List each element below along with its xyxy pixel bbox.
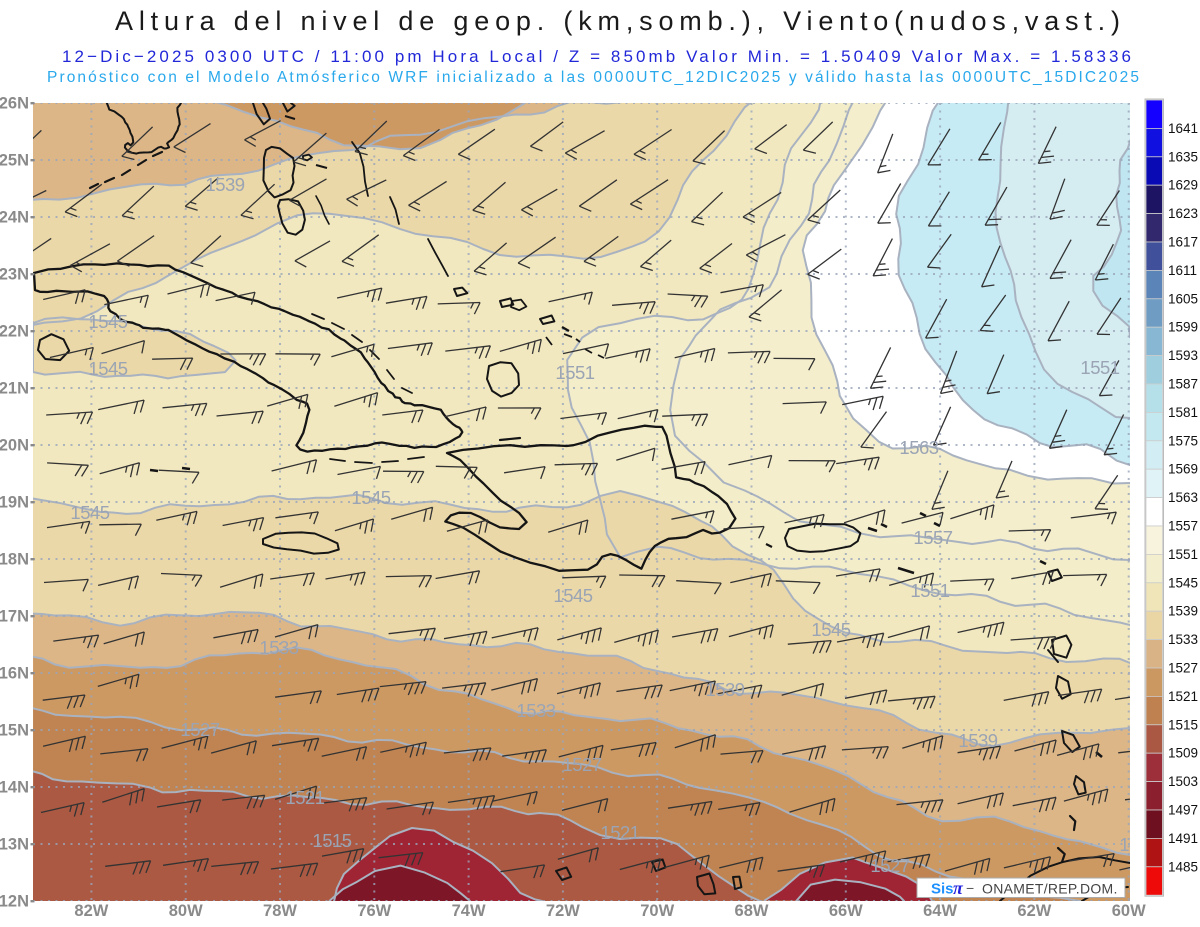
svg-text:1623: 1623 bbox=[1168, 206, 1198, 221]
svg-text:1515: 1515 bbox=[312, 830, 351, 851]
svg-text:17N: 17N bbox=[0, 608, 29, 626]
svg-text:ONAMET/REP.DOM.: ONAMET/REP.DOM. bbox=[982, 881, 1118, 897]
svg-text:12N: 12N bbox=[0, 893, 29, 911]
svg-text:1527: 1527 bbox=[870, 855, 909, 876]
svg-text:78W: 78W bbox=[263, 902, 297, 920]
svg-text:1539: 1539 bbox=[705, 679, 744, 700]
svg-text:1509: 1509 bbox=[1168, 746, 1198, 761]
svg-text:20N: 20N bbox=[0, 437, 29, 455]
svg-text:19N: 19N bbox=[0, 494, 29, 512]
svg-text:1521: 1521 bbox=[600, 822, 639, 843]
svg-text:1629: 1629 bbox=[1168, 178, 1198, 193]
svg-text:25N: 25N bbox=[0, 152, 29, 170]
svg-text:1605: 1605 bbox=[1168, 291, 1198, 306]
svg-text:1611: 1611 bbox=[1168, 263, 1197, 278]
svg-text:1551: 1551 bbox=[555, 362, 594, 383]
svg-text:1593: 1593 bbox=[1168, 348, 1198, 363]
svg-text:70W: 70W bbox=[640, 902, 674, 920]
svg-text:14N: 14N bbox=[0, 779, 29, 797]
svg-text:1545: 1545 bbox=[351, 487, 390, 508]
svg-text:22N: 22N bbox=[0, 323, 29, 341]
svg-text:1575: 1575 bbox=[1168, 433, 1198, 448]
svg-text:1533: 1533 bbox=[516, 700, 555, 721]
svg-text:1533: 1533 bbox=[259, 637, 298, 658]
svg-text:76W: 76W bbox=[357, 902, 391, 920]
svg-text:1587: 1587 bbox=[1168, 377, 1198, 392]
svg-text:1539: 1539 bbox=[205, 174, 244, 195]
svg-text:1581: 1581 bbox=[1168, 405, 1198, 420]
svg-text:1599: 1599 bbox=[1168, 320, 1198, 335]
svg-text:1521: 1521 bbox=[1168, 689, 1198, 704]
svg-text:1515: 1515 bbox=[1168, 717, 1198, 732]
svg-text:1563: 1563 bbox=[899, 437, 938, 458]
svg-text:13N: 13N bbox=[0, 836, 29, 854]
svg-text:72W: 72W bbox=[546, 902, 580, 920]
svg-text:1557: 1557 bbox=[1168, 519, 1198, 534]
svg-text:1563: 1563 bbox=[1168, 490, 1198, 505]
svg-text:64W: 64W bbox=[923, 902, 957, 920]
svg-text:1521: 1521 bbox=[285, 787, 324, 808]
svg-text:1545: 1545 bbox=[70, 502, 109, 523]
svg-text:1527: 1527 bbox=[180, 719, 219, 740]
svg-text:1545: 1545 bbox=[88, 311, 127, 332]
svg-text:24N: 24N bbox=[0, 209, 29, 227]
svg-text:74W: 74W bbox=[452, 902, 486, 920]
svg-text:18N: 18N bbox=[0, 551, 29, 569]
svg-text:1491: 1491 bbox=[1168, 831, 1198, 846]
svg-text:1545: 1545 bbox=[553, 585, 592, 606]
svg-text:1617: 1617 bbox=[1168, 235, 1198, 250]
svg-text:26N: 26N bbox=[0, 95, 29, 113]
svg-text:1557: 1557 bbox=[913, 527, 952, 548]
svg-text:1497: 1497 bbox=[1168, 803, 1198, 818]
svg-text:1527: 1527 bbox=[1168, 661, 1198, 676]
svg-text:1545: 1545 bbox=[1168, 575, 1198, 590]
svg-text:1551: 1551 bbox=[910, 580, 949, 601]
svg-text:Sis: Sis bbox=[931, 881, 954, 898]
svg-text:60W: 60W bbox=[1112, 902, 1146, 920]
svg-text:15N: 15N bbox=[0, 722, 29, 740]
svg-text:16N: 16N bbox=[0, 665, 29, 683]
svg-text:1527: 1527 bbox=[562, 754, 601, 775]
svg-text:1545: 1545 bbox=[811, 619, 850, 640]
svg-text:62W: 62W bbox=[1017, 902, 1051, 920]
svg-text:82W: 82W bbox=[74, 902, 108, 920]
svg-text:1551: 1551 bbox=[1080, 357, 1119, 378]
svg-text:68W: 68W bbox=[735, 902, 769, 920]
svg-text:80W: 80W bbox=[169, 902, 203, 920]
svg-text:1503: 1503 bbox=[1168, 774, 1198, 789]
svg-text:1539: 1539 bbox=[1168, 604, 1198, 619]
svg-text:1485: 1485 bbox=[1168, 859, 1198, 874]
svg-text:Pronóstico con el Modelo Atmós: Pronóstico con el Modelo Atmósferico WRF… bbox=[47, 69, 1139, 86]
svg-text:1551: 1551 bbox=[1168, 547, 1198, 562]
svg-text:π: π bbox=[953, 878, 964, 898]
svg-text:66W: 66W bbox=[829, 902, 863, 920]
svg-text:1545: 1545 bbox=[88, 358, 127, 379]
svg-text:1569: 1569 bbox=[1168, 462, 1198, 477]
svg-text:23N: 23N bbox=[0, 266, 29, 284]
svg-text:1641: 1641 bbox=[1168, 121, 1198, 136]
svg-text:−: − bbox=[966, 880, 974, 896]
svg-text:1521: 1521 bbox=[1119, 834, 1158, 855]
svg-text:1539: 1539 bbox=[958, 730, 997, 751]
svg-text:21N: 21N bbox=[0, 380, 29, 398]
svg-text:1635: 1635 bbox=[1168, 149, 1198, 164]
svg-text:1533: 1533 bbox=[1168, 632, 1198, 647]
